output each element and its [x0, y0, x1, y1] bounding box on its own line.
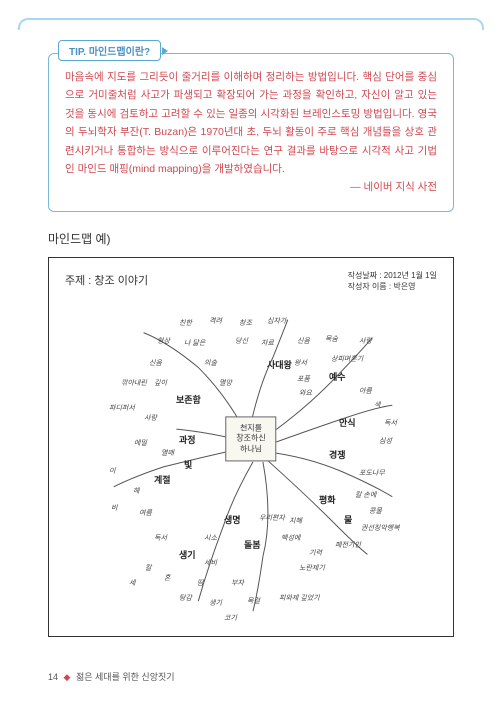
leaf-label: 백성에 [281, 533, 300, 543]
leaf-label: 지혜 [289, 516, 302, 526]
footer-title: 젊은 세대를 위한 신앙짓기 [76, 672, 175, 682]
leaf-label: 와요 [299, 388, 312, 398]
center-l3: 하나님 [236, 444, 265, 454]
leaf-label: 패전기인 [335, 540, 361, 550]
branch-label: 평화 [319, 493, 336, 506]
leaf-label: 상피며훈기 [331, 354, 363, 364]
leaf-label: 세 [129, 578, 135, 588]
leaf-label: 신음 [297, 336, 310, 346]
leaf-label: 독서 [384, 418, 397, 428]
branch-label: 경쟁 [329, 448, 346, 461]
leaf-label: 칼 [145, 563, 151, 573]
leaf-label: 세비 [204, 558, 217, 568]
page-top-border [18, 18, 484, 30]
leaf-label: 사랑 [359, 336, 372, 346]
leaf-label: 친한 [179, 318, 192, 328]
leaf-label: 멸망 [219, 378, 232, 388]
leaf-label: 비 [111, 503, 117, 513]
leaf-label: 콩물 [369, 506, 382, 516]
branch-curve [268, 405, 392, 445]
leaf-label: 목걸 [247, 596, 260, 606]
leaf-label: 이 [109, 466, 115, 476]
leaf-label: 왕서 [294, 358, 307, 368]
leaf-label: 파디퍼서 [109, 403, 135, 413]
leaf-label: 탕감 [179, 593, 192, 603]
leaf-label: 깎아내린 [121, 378, 147, 388]
leaf-label: 에밀 [134, 438, 147, 448]
leaf-label: 깊이 [154, 378, 167, 388]
leaf-label: 심성 [379, 436, 392, 446]
center-l2: 창조하신 [236, 434, 265, 444]
leaf-label: 시소 [204, 533, 217, 543]
page-number: 14 [48, 672, 58, 682]
branch-label: 과정 [179, 433, 196, 446]
leaf-label: 칼 손에 [355, 490, 376, 500]
leaf-label: 부자 [231, 578, 244, 588]
page-footer: 14 ◆ 젊은 세대를 위한 신앙짓기 [48, 670, 175, 683]
tip-box: 마음속에 지도를 그리듯이 줄거리를 이해하며 정리하는 방법입니다. 핵심 단… [48, 53, 454, 212]
branch-label: 계절 [154, 473, 171, 486]
leaf-label: 여름 [139, 508, 152, 518]
leaf-label: 십자가 [267, 316, 286, 326]
leaf-label: 당신 [235, 336, 248, 346]
leaf-label: 아름 [359, 386, 372, 396]
leaf-label: 피와제 깊었기 [279, 593, 320, 603]
leaf-label: 색 [374, 400, 380, 410]
leaf-label: 노란제기 [299, 563, 325, 573]
leaf-label: 포품 [297, 374, 310, 384]
branch-label: 생기 [179, 548, 196, 561]
branch-label: 돌봄 [244, 538, 261, 551]
leaf-label: 사랑 [144, 413, 157, 423]
leaf-label: 열매 [161, 448, 174, 458]
leaf-label: 목숨 [325, 334, 338, 344]
branch-label: 예수 [329, 370, 346, 383]
leaf-label: 독서 [154, 533, 167, 543]
page-content: TIP. 마인드맵이란? 마음속에 지도를 그리듯이 줄거리를 이해하며 정리하… [48, 40, 454, 637]
leaf-label: 권선징악행복 [361, 523, 400, 533]
tip-tag: TIP. 마인드맵이란? [58, 40, 161, 61]
branch-label: 사대왕 [267, 358, 292, 371]
branch-label: 안식 [339, 416, 356, 429]
branch-curve [253, 462, 268, 611]
leaf-label: 기력 [309, 548, 322, 558]
leaf-label: 격려 [209, 316, 222, 326]
leaf-label: 형상 [157, 336, 170, 346]
section-title: 마인드맵 예) [48, 230, 454, 247]
leaf-label: 생기 [209, 598, 222, 608]
branch-curve [266, 337, 372, 436]
leaf-label: 신음 [149, 358, 162, 368]
branch-label: 생명 [224, 513, 241, 526]
leaf-label: 포도나무 [359, 468, 385, 478]
branch-label: 보존함 [176, 393, 201, 406]
footer-separator-icon: ◆ [64, 672, 71, 682]
leaf-label: 자료 [261, 338, 274, 348]
mindmap-figure: 주제 : 창조 이야기 작성날짜 : 2012년 1월 1일 작성자 이름 : … [48, 257, 454, 637]
mindmap-center-node: 천지를 창조하신 하나님 [225, 416, 276, 461]
leaf-label: 혼 [164, 573, 170, 583]
leaf-label: 땀 [197, 578, 203, 588]
leaf-label: 해 [133, 486, 139, 496]
branch-label: 빛 [184, 458, 192, 471]
branch-label: 물 [344, 513, 352, 526]
leaf-label: 창조 [239, 318, 252, 328]
leaf-label: 우리편차 [259, 513, 285, 523]
tip-source: — 네이버 지식 사전 [65, 178, 437, 196]
center-l1: 천지를 [236, 423, 265, 433]
leaf-label: 의술 [204, 358, 217, 368]
leaf-label: 코기 [224, 613, 237, 623]
tip-body: 마음속에 지도를 그리듯이 줄거리를 이해하며 정리하는 방법입니다. 핵심 단… [65, 71, 437, 175]
leaf-label: 나 닮은 [184, 338, 205, 348]
branch-curve [198, 462, 253, 601]
